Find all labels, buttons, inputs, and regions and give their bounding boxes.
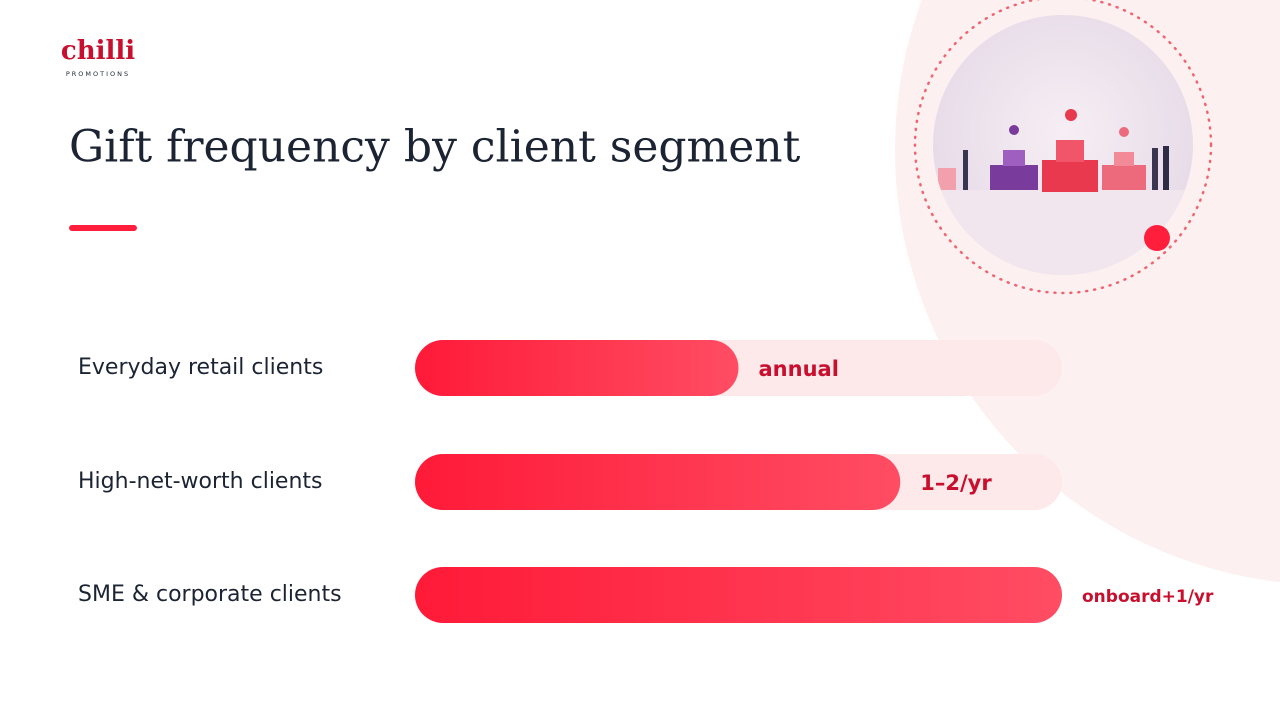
value-label: 1–2/yr [920, 471, 992, 495]
chart-title: Gift frequency by client segment [69, 122, 801, 173]
accent-dot [1144, 225, 1170, 251]
value-label: annual [759, 357, 839, 381]
logo-tagline: PROMOTIONS [66, 70, 130, 78]
category-label: SME & corporate clients [78, 582, 342, 607]
bar [415, 567, 1062, 623]
value-label: onboard+1/yr [1082, 587, 1214, 607]
bar [415, 454, 901, 510]
category-label: Everyday retail clients [78, 355, 323, 380]
category-label: High-net-worth clients [78, 469, 323, 494]
bar [415, 340, 739, 396]
logo-name: chilli [61, 36, 135, 66]
dotted-ring [913, 0, 1213, 295]
title-underline [69, 225, 137, 231]
bar-chart: Everyday retail clients annual High-net-wo… [78, 340, 1214, 623]
